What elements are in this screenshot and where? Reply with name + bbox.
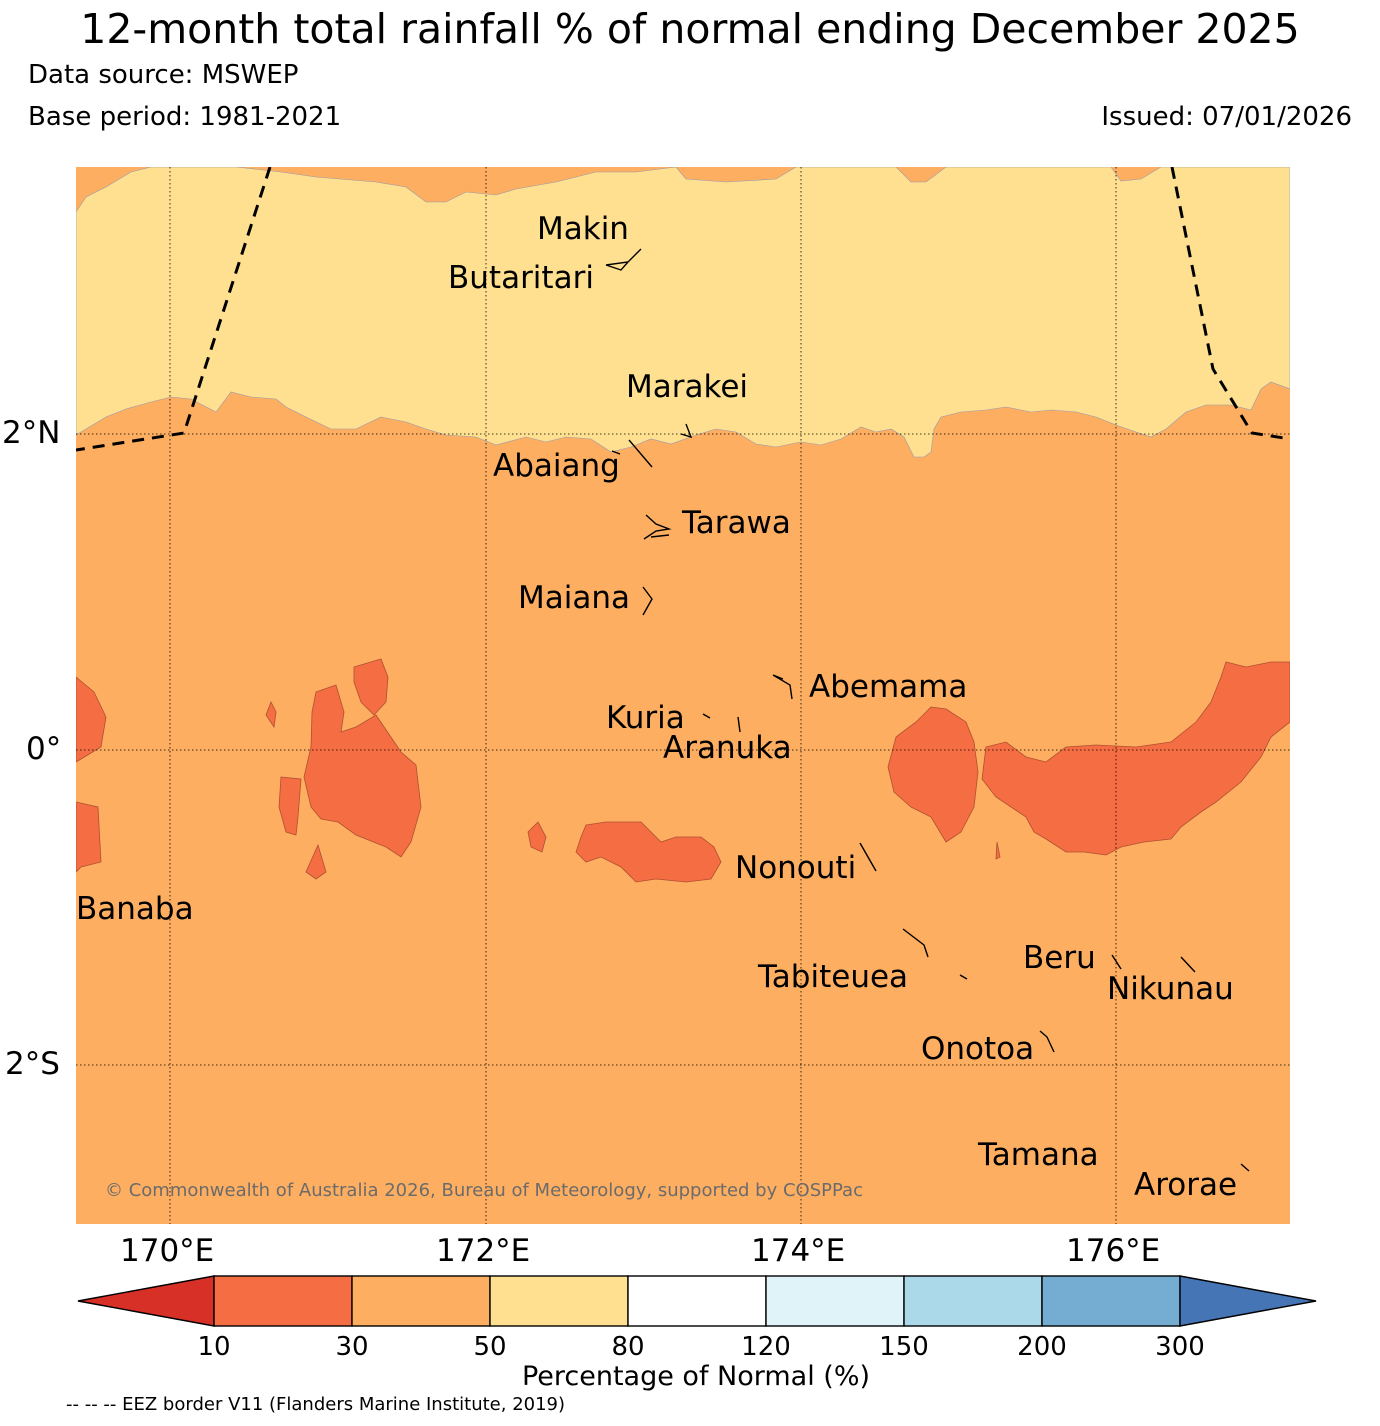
patch-west-edge bbox=[76, 676, 107, 763]
patch-east bbox=[887, 706, 979, 843]
colorbar bbox=[77, 1275, 1317, 1327]
patch-central-west-north bbox=[353, 658, 389, 716]
copyright-note: © Commonwealth of Australia 2026, Bureau… bbox=[105, 1180, 863, 1201]
map-title: 12-month total rainfall % of normal endi… bbox=[80, 5, 1300, 53]
island-aranuka bbox=[737, 716, 741, 733]
lat-label-0: 0° bbox=[26, 731, 62, 767]
place-arorae: Arorae bbox=[1134, 1167, 1238, 1203]
place-tabiteuea: Tabiteuea bbox=[758, 959, 909, 995]
colorbar-cells bbox=[77, 1275, 1317, 1327]
patch-central-small bbox=[527, 821, 547, 853]
cb-tick-150: 150 bbox=[879, 1332, 929, 1362]
island-abemama bbox=[772, 674, 793, 700]
colorbar-cell-4 bbox=[765, 1275, 905, 1327]
eez-east bbox=[1170, 167, 1290, 441]
patch-central-west-south bbox=[305, 843, 327, 880]
island-nonouti bbox=[859, 842, 877, 872]
cb-tick-200: 200 bbox=[1017, 1332, 1067, 1362]
place-tamana: Tamana bbox=[978, 1137, 1099, 1173]
islands bbox=[605, 248, 1250, 1172]
island-beru bbox=[1111, 954, 1122, 970]
cb-tick-120: 120 bbox=[741, 1332, 791, 1362]
place-abemama: Abemama bbox=[809, 669, 968, 705]
place-nonouti: Nonouti bbox=[735, 850, 857, 886]
place-aranuka: Aranuka bbox=[663, 730, 792, 766]
island-marakei bbox=[680, 423, 693, 439]
patch-central-south bbox=[575, 821, 722, 883]
eez-border bbox=[76, 167, 1290, 452]
issued-date: Issued: 07/01/2026 bbox=[1101, 102, 1352, 132]
lon-label-172e: 172°E bbox=[436, 1233, 531, 1269]
colorbar-extend-high bbox=[1179, 1275, 1317, 1327]
island-tarawa bbox=[643, 514, 672, 540]
patch-east-tiny bbox=[995, 841, 1001, 860]
island-nikunau bbox=[1180, 956, 1196, 973]
patch-central-west-small bbox=[278, 776, 302, 836]
island-butaritari bbox=[605, 248, 642, 271]
patch-east-main bbox=[981, 661, 1290, 856]
base-period: Base period: 1981-2021 bbox=[28, 102, 342, 132]
island-tabiteuea bbox=[902, 928, 968, 980]
place-makin: Makin bbox=[537, 211, 629, 247]
island-arorae bbox=[1240, 1163, 1250, 1172]
place-kuria: Kuria bbox=[606, 700, 685, 736]
lon-label-176e: 176°E bbox=[1066, 1233, 1161, 1269]
colorbar-cell-0 bbox=[213, 1275, 353, 1327]
lat-label-2s: 2°S bbox=[5, 1046, 60, 1082]
cb-tick-300: 300 bbox=[1155, 1332, 1205, 1362]
cb-tick-50: 50 bbox=[473, 1332, 507, 1362]
cb-tick-80: 80 bbox=[611, 1332, 645, 1362]
place-beru: Beru bbox=[1023, 940, 1096, 976]
colorbar-cell-6 bbox=[1041, 1275, 1181, 1327]
map-canvas bbox=[76, 167, 1290, 1224]
lon-label-170e: 170°E bbox=[120, 1233, 215, 1269]
place-tarawa: Tarawa bbox=[682, 505, 791, 541]
gridlines bbox=[76, 167, 1290, 1224]
place-marakei: Marakei bbox=[626, 369, 749, 405]
lat-label-2n: 2°N bbox=[2, 415, 61, 451]
place-abaiang: Abaiang bbox=[493, 448, 620, 484]
colorbar-label: Percentage of Normal (%) bbox=[521, 1361, 871, 1392]
island-onotoa bbox=[1039, 1030, 1055, 1053]
colorbar-cell-5 bbox=[903, 1275, 1043, 1327]
place-nikunau: Nikunau bbox=[1107, 971, 1234, 1007]
data-source: Data source: MSWEP bbox=[28, 60, 299, 90]
island-kuria bbox=[702, 713, 711, 719]
place-onotoa: Onotoa bbox=[921, 1031, 1035, 1067]
eez-note: -- -- -- EEZ border V11 (Flanders Marine… bbox=[66, 1394, 566, 1415]
region-10-30 bbox=[76, 658, 1290, 883]
patch-central-west bbox=[303, 684, 422, 858]
island-abaiang bbox=[611, 439, 653, 468]
colorbar-cell-2 bbox=[489, 1275, 629, 1327]
patch-west-edge-2 bbox=[76, 801, 102, 873]
region-50-80 bbox=[76, 167, 1290, 458]
colorbar-cell-3 bbox=[627, 1275, 767, 1327]
lon-label-174e: 174°E bbox=[751, 1233, 846, 1269]
cb-tick-10: 10 bbox=[197, 1332, 231, 1362]
colorbar-extend-low bbox=[77, 1275, 215, 1327]
cb-tick-30: 30 bbox=[335, 1332, 369, 1362]
patch-banaba-east bbox=[265, 701, 277, 729]
colorbar-cell-1 bbox=[351, 1275, 491, 1327]
place-maiana: Maiana bbox=[518, 580, 630, 616]
rainfall-map: Makin Butaritari Marakei Abaiang Tarawa … bbox=[76, 167, 1290, 1224]
place-butaritari: Butaritari bbox=[448, 260, 594, 296]
island-maiana bbox=[642, 586, 653, 616]
place-banaba: Banaba bbox=[76, 891, 194, 927]
